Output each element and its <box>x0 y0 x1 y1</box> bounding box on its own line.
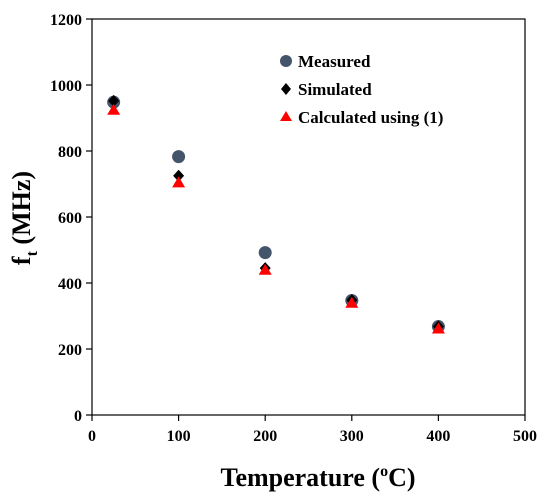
series-2-point-4 <box>431 322 445 334</box>
series-2-point-3 <box>345 296 359 308</box>
y-axis-title: ft (MHz) <box>7 171 41 265</box>
series-2-point-0 <box>107 103 121 115</box>
series-1-point-0 <box>108 94 120 107</box>
legend-marker-simulated <box>281 83 291 95</box>
series-0-point-2 <box>258 246 272 260</box>
x-tick-label-3: 300 <box>340 428 364 445</box>
series-2-point-2 <box>258 263 272 275</box>
y-tick-label-3: 600 <box>58 210 82 227</box>
y-tick-label-1: 200 <box>58 342 82 359</box>
series-1-point-1 <box>173 169 185 182</box>
plot-area <box>91 18 526 416</box>
x-tick-label-0: 0 <box>88 428 96 445</box>
axis-ticks: 0 100 200 300 400 500 0 200 400 600 800 1000 1200 <box>50 12 537 445</box>
legend-marker-measured <box>280 55 292 67</box>
series-2-point-1 <box>172 176 186 188</box>
series-0-point-1 <box>172 150 186 164</box>
y-tick-label-4: 800 <box>58 144 82 161</box>
x-axis-title: Temperature (oC) <box>220 463 415 492</box>
y-tick-label-0: 0 <box>74 408 82 425</box>
legend-label-simulated: Simulated <box>298 80 372 99</box>
x-tick-label-5: 500 <box>513 428 537 445</box>
y-tick-label-2: 400 <box>58 276 82 293</box>
y-tick-label-5: 1000 <box>50 78 82 95</box>
x-tick-label-4: 400 <box>426 428 450 445</box>
x-tick-label-2: 200 <box>253 428 277 445</box>
x-tick-label-1: 100 <box>167 428 191 445</box>
y-tick-label-6: 1200 <box>50 12 82 29</box>
legend-marker-calculated <box>280 111 292 121</box>
series-markers <box>107 94 445 334</box>
legend-label-measured: Measured <box>298 52 371 71</box>
legend: Measured Simulated Calculated using (1) <box>280 52 443 127</box>
legend-label-calculated: Calculated using (1) <box>298 108 443 127</box>
